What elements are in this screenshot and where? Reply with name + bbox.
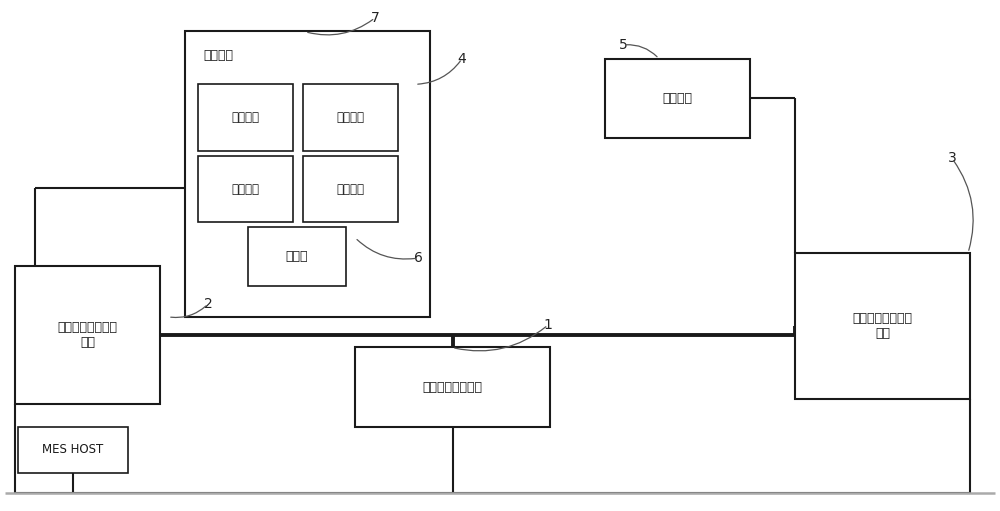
Text: 材料载具: 材料载具 xyxy=(232,111,260,124)
Text: 存放区域: 存放区域 xyxy=(203,49,233,62)
Bar xyxy=(248,227,346,286)
Text: 材料载具: 材料载具 xyxy=(336,182,364,196)
Text: 7: 7 xyxy=(371,11,379,25)
Text: 材料载具: 材料载具 xyxy=(336,111,364,124)
Bar xyxy=(198,84,293,151)
Text: 3: 3 xyxy=(948,151,956,166)
Text: 4: 4 xyxy=(458,52,466,66)
Text: 第二可编程逻辑控
制器: 第二可编程逻辑控 制器 xyxy=(58,321,118,349)
Bar xyxy=(18,427,128,473)
Text: 材料载具: 材料载具 xyxy=(232,182,260,196)
Text: 机器人: 机器人 xyxy=(286,250,308,263)
Bar xyxy=(185,31,430,317)
Bar xyxy=(303,156,398,222)
Text: 2: 2 xyxy=(204,297,212,311)
Text: MES HOST: MES HOST xyxy=(42,443,104,456)
Text: 第一可编程逻辑控
制器: 第一可编程逻辑控 制器 xyxy=(853,312,913,340)
Bar xyxy=(15,266,160,404)
Text: 1: 1 xyxy=(544,318,552,332)
Bar xyxy=(355,347,550,427)
Bar xyxy=(303,84,398,151)
Bar xyxy=(795,253,970,399)
Text: 制程机台: 制程机台 xyxy=(662,92,692,105)
Text: 6: 6 xyxy=(414,251,422,265)
Bar xyxy=(198,156,293,222)
Text: 5: 5 xyxy=(619,38,627,52)
Text: 工厂机器人服务器: 工厂机器人服务器 xyxy=(422,381,482,393)
Bar xyxy=(605,59,750,138)
